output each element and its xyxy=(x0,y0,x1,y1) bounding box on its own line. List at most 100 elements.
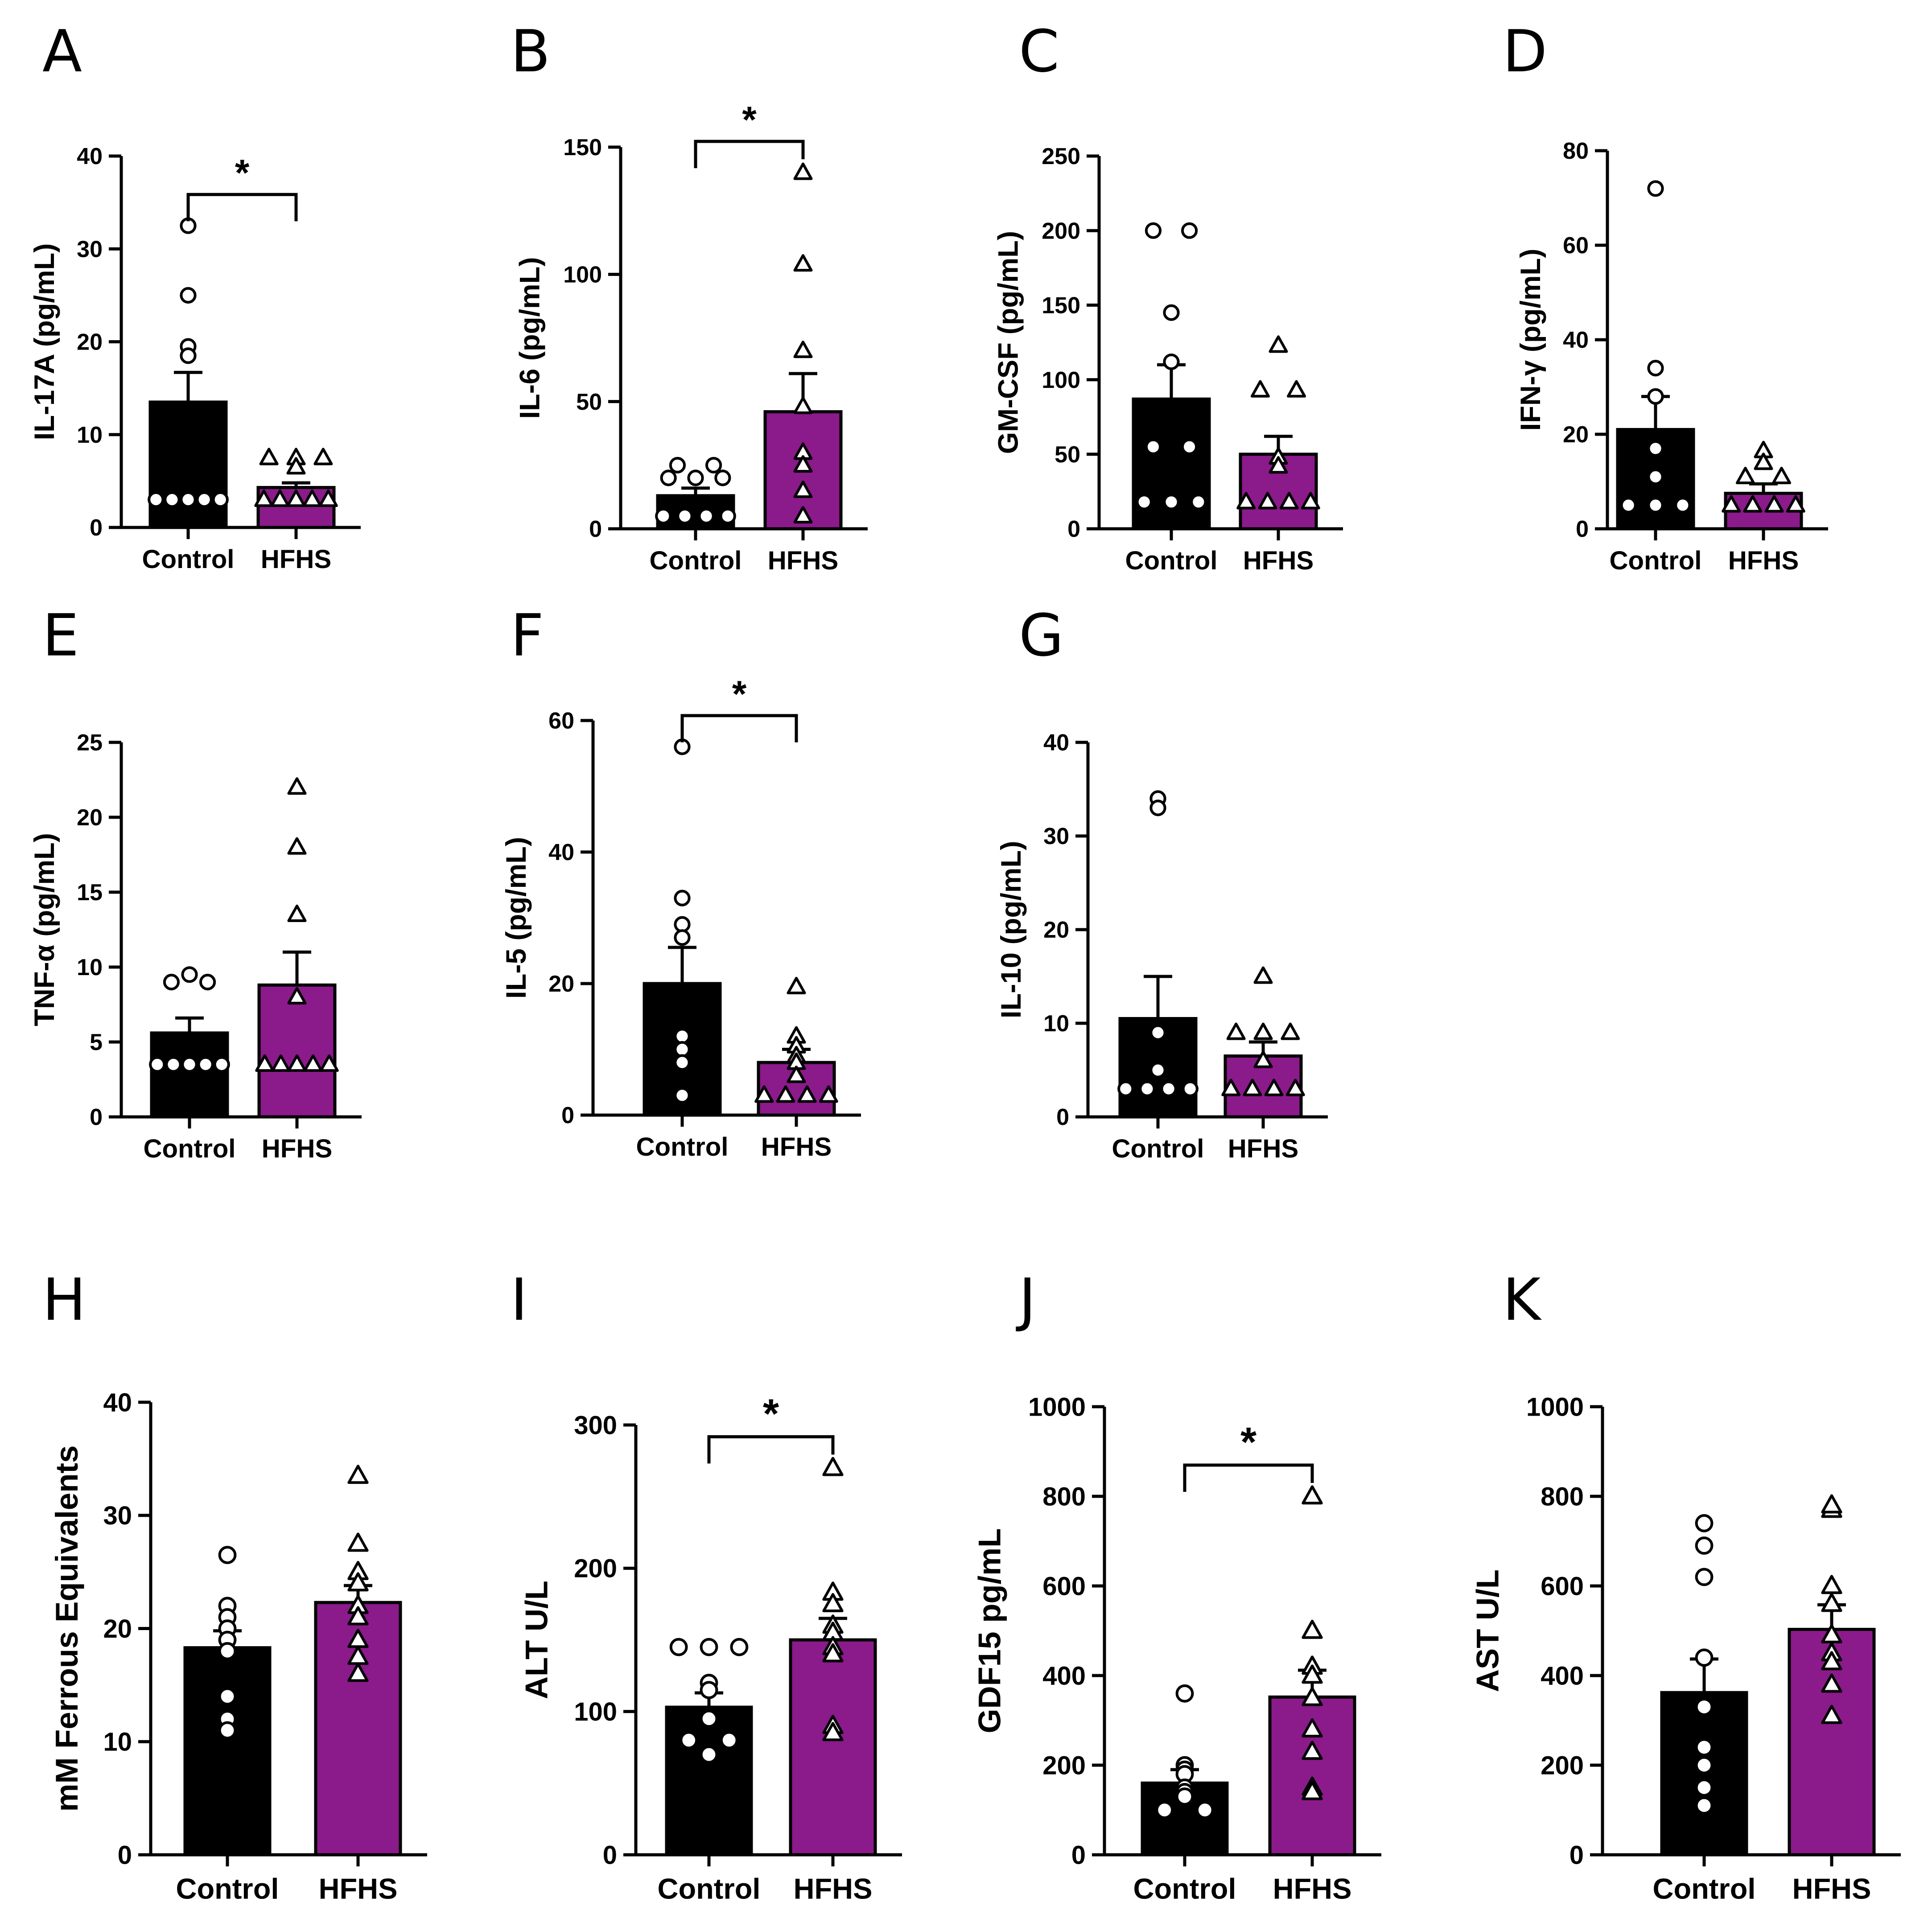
data-point-control xyxy=(669,1638,688,1656)
data-point-hfhs xyxy=(1302,1619,1323,1639)
data-point-hfhs xyxy=(347,1663,369,1682)
data-point-hfhs xyxy=(347,1572,369,1592)
y-tick-label: 30 xyxy=(1043,824,1069,849)
data-point-hfhs xyxy=(287,904,307,922)
data-point-control xyxy=(676,507,693,525)
data-point-control xyxy=(674,1054,691,1071)
y-axis-title: IL-17A (pg/mL) xyxy=(29,243,60,441)
data-point-control xyxy=(218,1721,237,1740)
data-point-hfhs xyxy=(1302,1741,1323,1760)
data-point-hfhs xyxy=(1258,492,1277,510)
y-tick-label: 0 xyxy=(561,1103,574,1128)
y-tick-label: 40 xyxy=(103,1388,132,1417)
y-axis-title: GM-CSF (pg/mL) xyxy=(993,231,1024,454)
data-point-control xyxy=(148,491,165,508)
y-axis-title: AST U/L xyxy=(1470,1569,1505,1692)
y-tick-label: 800 xyxy=(1042,1482,1086,1511)
data-point-control xyxy=(655,507,672,525)
data-point-control xyxy=(1175,1787,1194,1806)
data-point-hfhs xyxy=(1250,380,1270,398)
panel-letter: C xyxy=(1019,17,1059,85)
data-point-control xyxy=(181,966,198,983)
data-point-control xyxy=(181,1056,198,1073)
data-point-control xyxy=(674,1087,691,1104)
data-point-control xyxy=(218,1642,237,1660)
x-category-label: Control xyxy=(142,545,234,574)
data-point-control xyxy=(1695,1514,1714,1532)
data-point-hfhs xyxy=(787,976,806,995)
data-point-hfhs xyxy=(822,1722,844,1742)
significance-marker: * xyxy=(732,673,747,715)
data-point-hfhs xyxy=(1786,495,1805,513)
x-category-label: HFHS xyxy=(262,1134,333,1163)
data-point-hfhs xyxy=(1226,1022,1246,1040)
data-point-control xyxy=(1149,799,1166,816)
x-category-label: HFHS xyxy=(1728,546,1799,575)
data-point-control xyxy=(1160,1080,1177,1097)
data-point-control xyxy=(660,469,677,486)
data-point-hfhs xyxy=(1264,1079,1284,1096)
data-point-hfhs xyxy=(1735,466,1755,485)
data-point-hfhs xyxy=(1302,1485,1323,1505)
panel-letter: D xyxy=(1503,17,1547,85)
x-category-label: Control xyxy=(1609,546,1701,575)
data-point-hfhs xyxy=(1302,1718,1323,1738)
data-point-control xyxy=(1695,1778,1714,1797)
data-point-control xyxy=(196,491,213,508)
data-point-hfhs xyxy=(1754,453,1773,470)
data-point-control xyxy=(1647,360,1664,377)
y-tick-label: 10 xyxy=(77,422,103,448)
data-point-control xyxy=(1163,353,1180,371)
data-point-control xyxy=(698,507,715,525)
significance-bracket xyxy=(707,1435,835,1464)
y-axis-title: ALT U/L xyxy=(519,1581,554,1699)
data-point-hfhs xyxy=(1301,492,1320,510)
data-point-control xyxy=(700,1681,718,1699)
data-point-hfhs xyxy=(1279,492,1299,510)
data-point-control xyxy=(165,1056,182,1073)
panel-i: I 0 100 200 300 Control HFHS ALT U/L * xyxy=(511,1266,902,1905)
data-point-hfhs xyxy=(776,1085,795,1103)
data-point-hfhs xyxy=(1281,1022,1300,1040)
y-tick-label: 250 xyxy=(1042,144,1080,169)
panel-letter: E xyxy=(42,601,79,669)
data-point-control xyxy=(1695,1536,1714,1555)
data-point-hfhs xyxy=(318,490,338,507)
data-point-control xyxy=(674,929,691,946)
y-tick-label: 150 xyxy=(1042,293,1080,319)
data-point-hfhs xyxy=(254,490,274,507)
panel-a: A 0 10 20 30 40 Control HFHS IL-17A (pg/mL) * xyxy=(29,17,361,574)
y-tick-label: 40 xyxy=(548,840,574,865)
panel-letter: H xyxy=(42,1266,86,1334)
data-point-hfhs xyxy=(1302,1687,1323,1706)
x-category-label: Control xyxy=(658,1873,761,1905)
y-tick-label: 25 xyxy=(77,730,103,756)
y-tick-label: 800 xyxy=(1541,1482,1584,1511)
panel-h: H 0 10 20 30 40 Control HFHS mM Ferrous Equivale… xyxy=(42,1266,427,1905)
bar-control xyxy=(148,400,228,529)
data-point-hfhs xyxy=(787,1066,806,1083)
bar-hfhs xyxy=(257,983,337,1119)
y-axis-title: TNF-α (pg/mL) xyxy=(29,833,60,1026)
panel-e: E 0 5 10 15 20 25 Control HFHS TNF-α (pg/mL) xyxy=(29,601,362,1163)
data-point-control xyxy=(180,287,197,304)
significance-marker: * xyxy=(235,152,250,194)
y-tick-label: 0 xyxy=(1056,1104,1069,1130)
data-point-control xyxy=(1155,1801,1174,1819)
significance-bracket xyxy=(1183,1463,1314,1492)
y-axis-title: IFN-γ (pg/mL) xyxy=(1515,249,1546,431)
panel-j: J 0 200 400 600 800 1000 Control HFHS GDF15 pg/mL… xyxy=(972,1266,1381,1905)
data-point-control xyxy=(1163,304,1180,321)
data-point-hfhs xyxy=(1722,495,1741,513)
data-point-control xyxy=(730,1638,749,1656)
data-point-control xyxy=(719,507,736,525)
data-point-control xyxy=(1695,1738,1714,1757)
x-category-label: Control xyxy=(1125,546,1217,575)
data-point-control xyxy=(1695,1697,1714,1716)
data-point-hfhs xyxy=(793,506,813,524)
y-tick-label: 400 xyxy=(1541,1661,1584,1690)
data-point-hfhs xyxy=(1302,1664,1323,1684)
data-point-hfhs xyxy=(287,777,307,795)
data-point-hfhs xyxy=(270,490,290,507)
data-point-hfhs xyxy=(1236,492,1256,510)
